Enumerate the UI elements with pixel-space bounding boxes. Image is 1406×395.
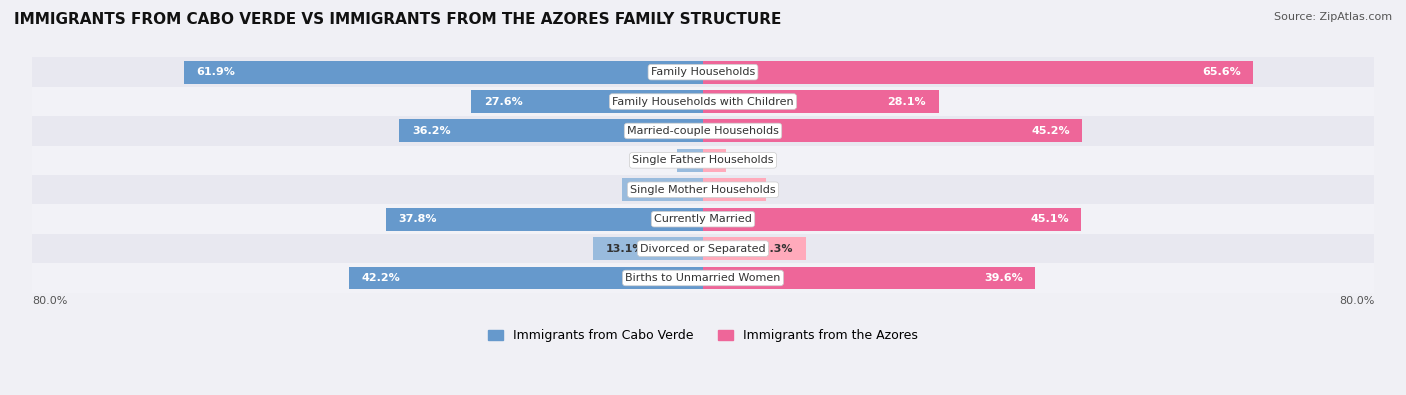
Text: 80.0%: 80.0% xyxy=(1339,295,1374,306)
Bar xyxy=(32,146,1374,175)
Text: 80.0%: 80.0% xyxy=(32,295,67,306)
Text: Family Households with Children: Family Households with Children xyxy=(612,96,794,107)
Bar xyxy=(399,120,703,143)
Bar xyxy=(703,237,806,260)
Bar xyxy=(593,237,703,260)
Text: 65.6%: 65.6% xyxy=(1202,67,1241,77)
Text: 42.2%: 42.2% xyxy=(361,273,401,283)
Text: 27.6%: 27.6% xyxy=(484,96,523,107)
Text: 61.9%: 61.9% xyxy=(197,67,235,77)
Bar xyxy=(32,87,1374,116)
Text: Births to Unmarried Women: Births to Unmarried Women xyxy=(626,273,780,283)
Text: 7.5%: 7.5% xyxy=(723,185,754,195)
Text: Source: ZipAtlas.com: Source: ZipAtlas.com xyxy=(1274,12,1392,22)
Bar xyxy=(32,175,1374,205)
Text: 2.8%: 2.8% xyxy=(683,155,714,166)
Bar xyxy=(703,120,1083,143)
Text: 12.3%: 12.3% xyxy=(755,244,793,254)
Bar xyxy=(703,178,766,201)
Text: Married-couple Households: Married-couple Households xyxy=(627,126,779,136)
Legend: Immigrants from Cabo Verde, Immigrants from the Azores: Immigrants from Cabo Verde, Immigrants f… xyxy=(488,329,918,342)
Text: 13.1%: 13.1% xyxy=(606,244,644,254)
Text: 45.1%: 45.1% xyxy=(1031,214,1069,224)
Bar xyxy=(471,90,703,113)
Bar xyxy=(385,208,703,231)
Text: 36.2%: 36.2% xyxy=(412,126,450,136)
Text: 45.2%: 45.2% xyxy=(1031,126,1070,136)
Text: Divorced or Separated: Divorced or Separated xyxy=(640,244,766,254)
Bar xyxy=(32,116,1374,146)
Bar xyxy=(703,149,727,172)
Bar xyxy=(703,208,1081,231)
Text: 37.8%: 37.8% xyxy=(398,214,437,224)
Text: 3.1%: 3.1% xyxy=(689,155,720,166)
Text: 9.6%: 9.6% xyxy=(636,185,666,195)
Text: Currently Married: Currently Married xyxy=(654,214,752,224)
Text: Single Mother Households: Single Mother Households xyxy=(630,185,776,195)
Bar xyxy=(349,267,703,290)
Text: Single Father Households: Single Father Households xyxy=(633,155,773,166)
Bar xyxy=(32,205,1374,234)
Bar xyxy=(32,234,1374,263)
Text: 39.6%: 39.6% xyxy=(984,273,1022,283)
Bar xyxy=(623,178,703,201)
Text: Family Households: Family Households xyxy=(651,67,755,77)
Bar xyxy=(678,149,703,172)
Bar xyxy=(703,267,1035,290)
Bar xyxy=(184,61,703,84)
Text: IMMIGRANTS FROM CABO VERDE VS IMMIGRANTS FROM THE AZORES FAMILY STRUCTURE: IMMIGRANTS FROM CABO VERDE VS IMMIGRANTS… xyxy=(14,12,782,27)
Bar xyxy=(32,57,1374,87)
Text: 28.1%: 28.1% xyxy=(887,96,927,107)
Bar xyxy=(32,263,1374,293)
Bar xyxy=(703,90,939,113)
Bar xyxy=(703,61,1253,84)
